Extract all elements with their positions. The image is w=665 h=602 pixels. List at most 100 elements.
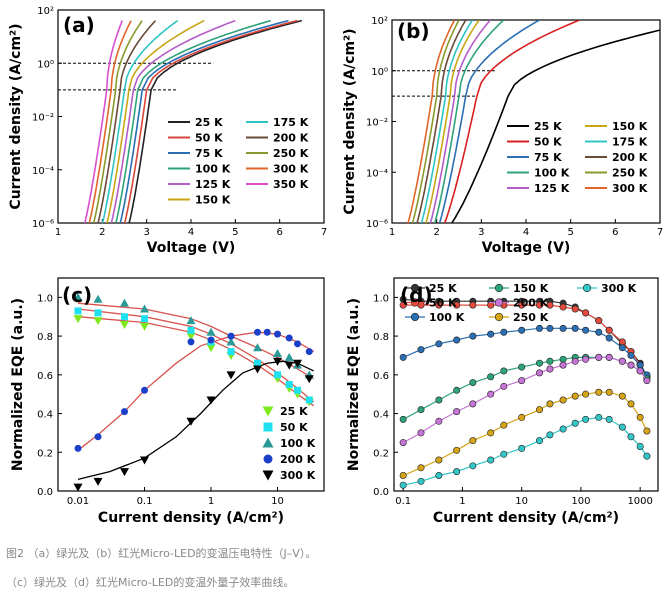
data-point-200K bbox=[294, 340, 302, 348]
data-point-50K bbox=[94, 309, 102, 317]
legend-label: 75 K bbox=[534, 151, 562, 164]
data-point-300K bbox=[73, 483, 83, 492]
x-tick-label: 4 bbox=[523, 227, 529, 238]
data-point-200K bbox=[187, 338, 195, 346]
data-point-50K bbox=[187, 326, 195, 334]
data-point-50K bbox=[518, 301, 526, 309]
a-curves bbox=[83, 19, 302, 223]
data-point-300K bbox=[399, 481, 407, 489]
data-point-300K bbox=[293, 359, 303, 368]
panel-d: 0.1 1 10 100 1000 0.0 0.2 0.4 0.6 0.8 1.0 Current d… bbox=[346, 277, 659, 526]
legend-label: 200 K bbox=[273, 132, 309, 145]
data-point-150K bbox=[453, 386, 461, 394]
x-tick-label: 1 bbox=[389, 227, 395, 238]
data-point-250K bbox=[559, 396, 567, 404]
data-point-150K bbox=[417, 406, 425, 414]
legend-marker bbox=[494, 298, 504, 307]
data-point-250K bbox=[536, 406, 544, 414]
data-point-200K bbox=[627, 361, 635, 369]
data-point-50K bbox=[121, 313, 128, 321]
data-point-200K bbox=[636, 367, 644, 375]
x-tick-label: 10 bbox=[515, 496, 528, 507]
series-curve-100K bbox=[434, 20, 505, 223]
data-point-200K bbox=[207, 336, 215, 344]
legend-marker bbox=[494, 283, 504, 293]
data-point-100K bbox=[453, 336, 461, 344]
data-point-200K bbox=[305, 348, 313, 356]
panel-label: (c) bbox=[62, 283, 92, 307]
data-point-150K bbox=[559, 355, 567, 363]
legend-marker bbox=[263, 422, 273, 432]
data-point-25K bbox=[93, 317, 103, 326]
x-tick-label: 3 bbox=[478, 227, 484, 238]
data-point-50K bbox=[469, 301, 477, 309]
data-point-200K bbox=[263, 328, 271, 336]
data-point-25K bbox=[120, 320, 129, 329]
legend-label: 300 K bbox=[280, 469, 316, 482]
data-point-300K bbox=[120, 468, 129, 477]
data-point-300K bbox=[206, 396, 216, 405]
legend-label: 50 K bbox=[280, 421, 308, 434]
legend-label: 150 K bbox=[612, 120, 648, 133]
data-point-50K bbox=[305, 396, 313, 404]
data-point-100K bbox=[582, 326, 590, 334]
data-point-300K bbox=[304, 375, 314, 384]
data-point-100K bbox=[595, 328, 603, 336]
data-point-100K bbox=[73, 292, 83, 301]
y-tick-label: 0.0 bbox=[373, 487, 389, 498]
figure-caption-line-2: （c）绿光及（d）红光Micro-LED的变温外量子效率曲线。 bbox=[6, 576, 295, 589]
series-curve-200K bbox=[416, 20, 467, 223]
data-point-200K bbox=[518, 377, 526, 385]
y-tick-label: 1.0 bbox=[37, 293, 53, 304]
data-point-100K bbox=[186, 316, 196, 325]
data-point-250K bbox=[595, 388, 603, 396]
x-tick-label: 0.1 bbox=[395, 496, 411, 507]
legend-label: 25 K bbox=[429, 282, 457, 295]
legend-label: 100 K bbox=[534, 167, 570, 180]
series-curve-175K bbox=[420, 20, 474, 223]
legend-marker bbox=[410, 283, 420, 293]
panel-c: 0.01 0.1 1 10 0.0 0.2 0.4 0.6 0.8 1.0 Current dens… bbox=[10, 277, 325, 526]
data-point-100K bbox=[120, 298, 129, 307]
y-tick-label: 10² bbox=[371, 16, 388, 27]
x-tick-label: 2 bbox=[99, 227, 105, 238]
data-point-50K bbox=[559, 303, 567, 311]
data-point-50K bbox=[536, 301, 544, 309]
x-axis-label: Current density (A/cm²) bbox=[433, 510, 619, 526]
legend-label: 250 K bbox=[513, 311, 549, 324]
x-tick-label: 1 bbox=[55, 227, 61, 238]
y-tick-label: 0.4 bbox=[37, 410, 53, 421]
data-point-200K bbox=[453, 408, 461, 416]
legend-label: 25 K bbox=[195, 116, 223, 129]
data-point-100K bbox=[469, 332, 477, 340]
data-point-200K bbox=[435, 417, 443, 425]
y-tick-label: 0.0 bbox=[37, 487, 53, 498]
panel-a: 1 2 3 4 5 6 7 10⁻⁶ 10⁻⁴ 10⁻² 10⁰ 10² Voltage (V) Curr… bbox=[8, 6, 327, 256]
legend-label: 50 K bbox=[534, 136, 562, 149]
series-curve-75K bbox=[438, 20, 540, 223]
data-point-250K bbox=[643, 427, 651, 435]
series-curve-350K bbox=[83, 20, 124, 223]
y-axis-label: Current density (A/cm²) bbox=[342, 28, 358, 214]
data-point-25K bbox=[186, 332, 196, 341]
series-curve-50K bbox=[443, 20, 580, 223]
series-curve-300K bbox=[88, 20, 132, 223]
data-point-150K bbox=[399, 415, 407, 423]
x-tick-label: 2 bbox=[433, 227, 439, 238]
y-tick-label: 10⁻⁶ bbox=[32, 219, 54, 230]
data-point-50K bbox=[582, 309, 590, 317]
b-curves bbox=[407, 20, 660, 223]
data-point-300K bbox=[253, 365, 262, 374]
data-point-250K bbox=[500, 421, 508, 429]
legend-label: 175 K bbox=[612, 136, 648, 149]
series-curve-125K bbox=[429, 20, 491, 223]
y-tick-label: 0.6 bbox=[373, 371, 389, 382]
data-point-100K bbox=[518, 326, 526, 334]
data-point-200K bbox=[643, 377, 651, 385]
data-point-200K bbox=[605, 353, 613, 361]
x-tick-label: 0.01 bbox=[67, 496, 89, 507]
y-tick-label: 1.0 bbox=[373, 293, 389, 304]
legend-label: 125 K bbox=[195, 178, 231, 191]
data-point-300K bbox=[643, 452, 651, 460]
